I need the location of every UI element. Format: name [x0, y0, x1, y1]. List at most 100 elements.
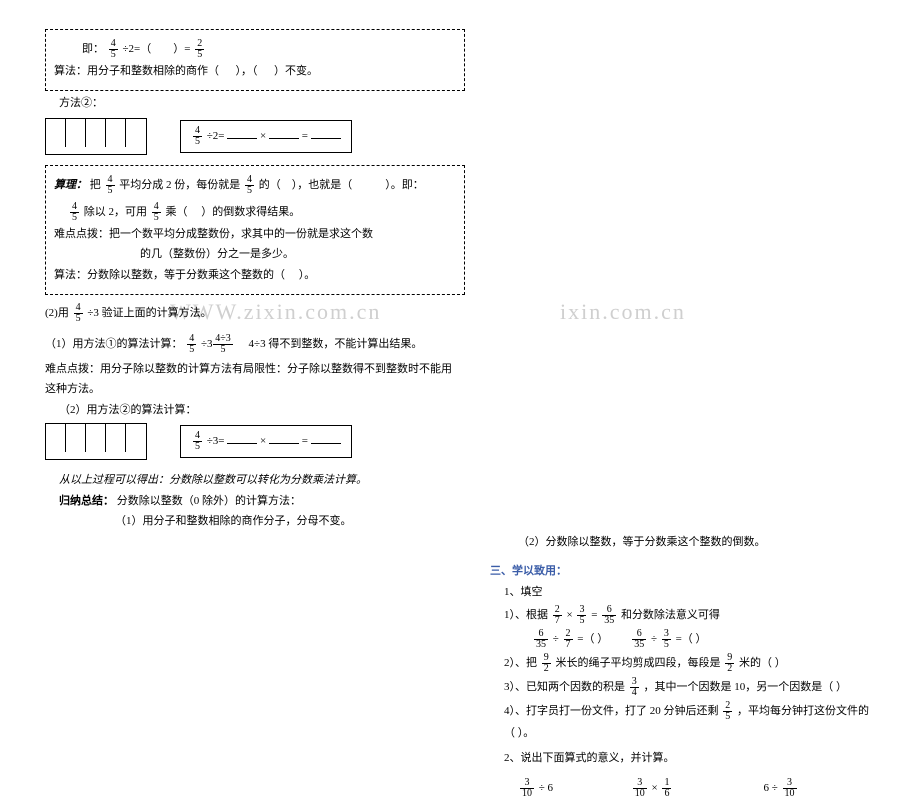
t: 6 ÷ [764, 782, 778, 794]
t: 算法：分数除以整数，等于分数乘这个整数的（ [54, 269, 285, 281]
r3: 3）、已知两个因数的积是 34 ，其中一个因数是 10，另一个因数是（ ） [490, 677, 890, 698]
prob1: 310 ÷ 6 [518, 778, 628, 799]
box2-l5: 算法：分数除以整数，等于分数乘这个整数的（ ）。 [54, 267, 456, 285]
box1: 即： 45 ÷2=（ ）= 25 算法：用分子和整数相除的商作（ ），（ ）不变… [45, 29, 465, 91]
t: × [567, 609, 573, 621]
box1-eq: 即： 45 ÷2=（ ）= 25 [54, 39, 456, 60]
box2-l4: 的几（整数份）分之一是多少。 [54, 246, 456, 264]
method2-label: 方法②： [45, 95, 465, 113]
row-grid-eq2: 45 ÷3= × = [45, 423, 465, 460]
box1-algo: 算法：用分子和整数相除的商作（ ），（ ）不变。 [54, 63, 456, 81]
item2: （2）分数除以整数，等于分数乘这个整数的倒数。 [490, 534, 890, 552]
t: ÷3= [207, 435, 225, 447]
frac: 310 [633, 778, 647, 799]
t: 4÷3 得不到整数，不能计算出结果。 [249, 338, 423, 350]
t: ÷3 [201, 338, 213, 350]
frac: 635 [602, 605, 616, 626]
box2-l1: 算理： 把 45 平均分成 2 份，每份就是 45 的（ ），也就是（ ）。即： [54, 175, 456, 196]
frac: 45 [106, 175, 115, 196]
left-column: 即： 45 ÷2=（ ）= 25 算法：用分子和整数相除的商作（ ），（ ）不变… [45, 29, 465, 531]
t: =（ ） [577, 633, 608, 645]
t: 米的（ ） [739, 657, 786, 669]
t: × [260, 435, 266, 447]
right-column: （2）分数除以整数，等于分数乘这个整数的倒数。 三、学以致用： 1、填空 1）、… [490, 534, 890, 799]
prob3: 6 ÷ 310 [764, 778, 799, 799]
summary: 归纳总结： 分数除以整数（0 除外）的计算方法： [45, 493, 465, 511]
box1-label: 即： [82, 43, 104, 55]
sec3-1: 1、填空 [490, 584, 890, 602]
prob2: 310 × 16 [631, 778, 761, 799]
watermark-right: ixin.com.cn [560, 299, 686, 325]
summary-item1: （1）用分子和整数相除的商作分子，分母不变。 [45, 513, 465, 531]
t: ÷ 6 [539, 782, 553, 794]
t: = [591, 609, 597, 621]
frac: 45 [187, 334, 196, 355]
box2-l2: 45 除以 2，可用 45 乘（ ）的倒数求得结果。 [54, 202, 456, 223]
t: 乘（ [166, 206, 188, 218]
eq-box-2: 45 ÷3= × = [180, 425, 352, 458]
frac: 92 [725, 653, 734, 674]
box2: 算理： 把 45 平均分成 2 份，每份就是 45 的（ ），也就是（ ）。即：… [45, 165, 465, 295]
section3-title: 三、学以致用： [490, 563, 890, 581]
t: = [302, 130, 308, 142]
t: (2)用 [45, 307, 69, 319]
frac: 34 [630, 677, 639, 698]
frac: 27 [553, 605, 562, 626]
frac: 45 [193, 431, 202, 452]
r2: 2）、把 92 米长的绳子平均剪成四段，每段是 92 米的（ ） [490, 653, 890, 674]
t: ）不变。 [274, 65, 318, 77]
t: 和分数除法意义可得 [621, 609, 720, 621]
frac-4-5: 45 [109, 39, 118, 60]
r4: 4）、打字员打一份文件，打了 20 分钟后还剩 25 ，平均每分钟打这份文件的 [490, 701, 890, 722]
hard2a: 难点点拨：用分子除以整数的计算方法有局限性：分子除以整数得不到整数时不能用 [45, 361, 465, 379]
t: ，其中一个因数是 10，另一个因数是（ ） [644, 681, 848, 693]
t: 平均分成 2 份，每份就是 [119, 179, 240, 191]
t: 1）、根据 [504, 609, 548, 621]
t: （1）用方法①的算法计算： [45, 338, 183, 350]
t: ）的倒数求得结果。 [201, 206, 300, 218]
t: 2）、把 [504, 657, 537, 669]
frac: 310 [783, 778, 797, 799]
r1: 1）、根据 27 × 35 = 635 和分数除法意义可得 [490, 605, 890, 626]
t: 算法：用分子和整数相除的商作（ [54, 65, 219, 77]
t: ），（ [236, 65, 258, 77]
verify-line: (2)用 45 ÷3 验证上面的计算方法。 [45, 303, 465, 324]
r1-l2: 635 ÷ 27 =（ ） 635 ÷ 35 =（ ） [490, 629, 890, 650]
t: 除以 2，可用 [84, 206, 147, 218]
t: 4）、打字员打一份文件，打了 20 分钟后还剩 [504, 705, 719, 717]
problems-row: 310 ÷ 6 310 × 16 6 ÷ 310 [490, 778, 890, 799]
t: × [260, 130, 266, 142]
frac: 35 [662, 629, 671, 650]
t: ）。 [299, 269, 316, 281]
t: ）。即： [385, 179, 424, 191]
t: ，平均每分钟打这份文件的 [737, 705, 869, 717]
frac: 45 [74, 303, 83, 324]
box2-l3: 难点点拨：把一个数平均分成整数份，求其中的一份就是求这个数 [54, 226, 456, 244]
t: =（ ） [676, 633, 707, 645]
hard2b: 这种方法。 [45, 381, 465, 399]
m2-label: （2）用方法②的算法计算： [45, 402, 465, 420]
t: = [302, 435, 308, 447]
t: ÷ [651, 633, 657, 645]
t: ÷2=（ [123, 43, 152, 55]
t: ÷2= [207, 130, 225, 142]
t: 把 [90, 179, 101, 191]
frac: 45 [245, 175, 254, 196]
frac-4-5-b: 45 [193, 126, 202, 147]
frac: 310 [520, 778, 534, 799]
sec3-2: 2、说出下面算式的意义，并计算。 [490, 750, 890, 768]
t: ）= [173, 43, 190, 55]
r4c: （ ）。 [490, 725, 890, 743]
frac: 16 [662, 778, 671, 799]
frac: 25 [723, 701, 732, 722]
grid-5-1 [45, 118, 147, 155]
t: 3）、已知两个因数的积是 [504, 681, 625, 693]
t: 算理： [54, 179, 87, 191]
t: × [652, 782, 658, 794]
t: ÷3 验证上面的计算方法。 [87, 307, 211, 319]
frac: 635 [632, 629, 646, 650]
frac-2-5: 25 [195, 39, 204, 60]
frac: 635 [534, 629, 548, 650]
t: 分数除以整数（0 除外）的计算方法： [117, 495, 301, 507]
frac: 92 [542, 653, 551, 674]
